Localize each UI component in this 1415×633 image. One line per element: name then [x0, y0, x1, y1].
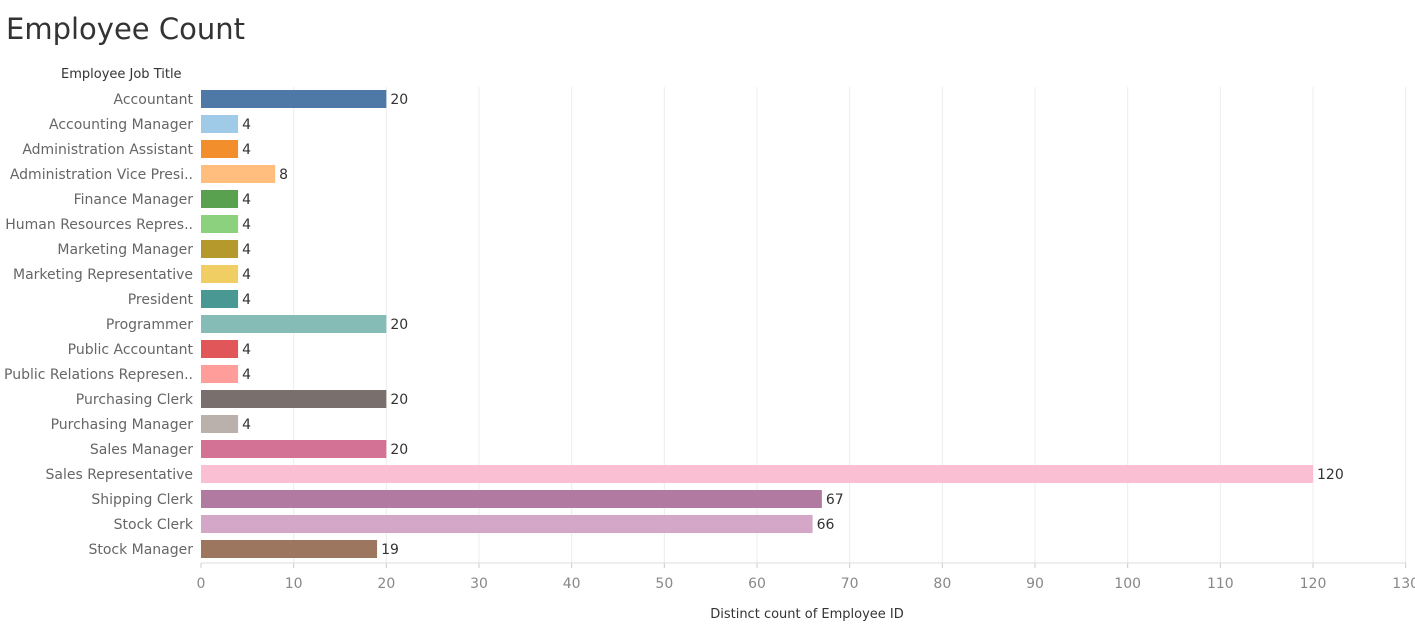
x-axis-title: Distinct count of Employee ID: [710, 607, 904, 622]
bar[interactable]: [201, 340, 239, 358]
bar[interactable]: [201, 140, 239, 158]
bar[interactable]: [201, 415, 239, 433]
category-label: Stock Clerk: [114, 517, 194, 533]
bar[interactable]: [201, 165, 276, 183]
bar[interactable]: [201, 215, 239, 233]
x-tick-label: 20: [377, 576, 395, 592]
category-label: Public Relations Represen..: [4, 367, 193, 383]
value-label: 4: [242, 417, 251, 433]
category-label: Programmer: [106, 317, 193, 333]
x-tick-label: 70: [841, 576, 859, 592]
bar[interactable]: [201, 390, 387, 408]
category-label: Stock Manager: [88, 542, 193, 558]
category-label: Marketing Representative: [13, 267, 193, 283]
x-tick-label: 0: [197, 576, 206, 592]
bar[interactable]: [201, 365, 239, 383]
bar[interactable]: [201, 465, 1313, 483]
value-labels: 20 4 4 8 4 4 4 4 4 20 4 4 20 4 20 120 67 66 19: [242, 92, 1344, 558]
value-label: 4: [242, 192, 251, 208]
value-label: 67: [826, 492, 844, 508]
bars: [201, 90, 1313, 558]
category-label: Human Resources Repres..: [5, 217, 193, 233]
value-label: 4: [242, 267, 251, 283]
x-axis: 0 10 20 30 40 50 60 70 80 90 100 110 120 130: [197, 562, 1415, 592]
bar[interactable]: [201, 490, 822, 508]
x-tick-label: 130: [1392, 576, 1415, 592]
category-label: Accounting Manager: [49, 117, 193, 133]
x-tick-label: 40: [563, 576, 581, 592]
x-tick-label: 110: [1207, 576, 1234, 592]
value-label: 4: [242, 342, 251, 358]
value-label: 4: [242, 242, 251, 258]
category-label: Public Accountant: [68, 342, 194, 358]
bar[interactable]: [201, 540, 378, 558]
bar[interactable]: [201, 515, 813, 533]
value-label: 20: [390, 92, 408, 108]
category-label: Administration Vice Presi..: [10, 167, 193, 183]
bar[interactable]: [201, 265, 239, 283]
bar[interactable]: [201, 190, 239, 208]
x-tick-label: 60: [748, 576, 766, 592]
bar[interactable]: [201, 290, 239, 308]
category-label: President: [128, 292, 194, 308]
x-tick-label: 90: [1026, 576, 1044, 592]
x-tick-label: 80: [933, 576, 951, 592]
chart-title: Employee Count: [6, 12, 245, 46]
bar[interactable]: [201, 315, 387, 333]
value-label: 120: [1317, 467, 1344, 483]
category-label: Sales Manager: [90, 442, 193, 458]
bar[interactable]: [201, 90, 387, 108]
category-label: Accountant: [114, 92, 194, 108]
category-label: Finance Manager: [74, 192, 194, 208]
category-header: Employee Job Title: [61, 67, 182, 82]
value-label: 19: [381, 542, 399, 558]
category-label: Shipping Clerk: [91, 492, 194, 508]
category-label: Marketing Manager: [57, 242, 193, 258]
category-labels: Accountant Accounting Manager Administrati…: [4, 92, 194, 558]
category-label: Purchasing Manager: [51, 417, 194, 433]
bar[interactable]: [201, 440, 387, 458]
bar[interactable]: [201, 240, 239, 258]
value-label: 8: [279, 167, 288, 183]
category-label: Purchasing Clerk: [76, 392, 194, 408]
value-label: 4: [242, 117, 251, 133]
value-label: 4: [242, 367, 251, 383]
x-tick-label: 30: [470, 576, 488, 592]
value-label: 20: [390, 392, 408, 408]
value-label: 66: [817, 517, 835, 533]
category-label: Sales Representative: [46, 467, 194, 483]
bar[interactable]: [201, 115, 239, 133]
value-label: 4: [242, 142, 251, 158]
x-tick-label: 10: [285, 576, 303, 592]
x-tick-label: 50: [655, 576, 673, 592]
x-tick-label: 120: [1300, 576, 1327, 592]
value-label: 4: [242, 217, 251, 233]
value-label: 4: [242, 292, 251, 308]
value-label: 20: [390, 317, 408, 333]
value-label: 20: [390, 442, 408, 458]
category-label: Administration Assistant: [22, 142, 193, 158]
x-tick-label: 100: [1114, 576, 1141, 592]
